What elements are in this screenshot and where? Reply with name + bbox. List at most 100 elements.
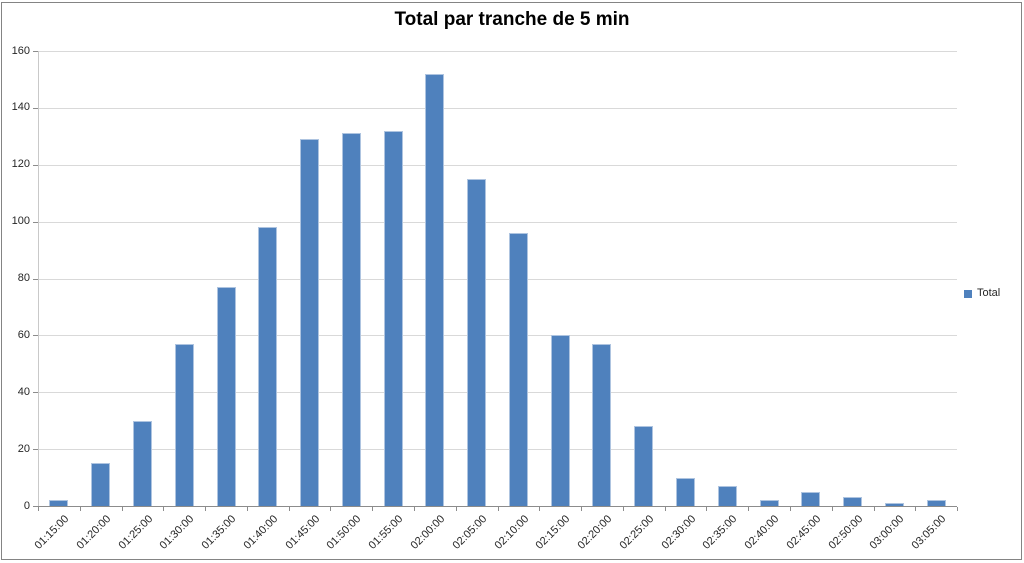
bar [676,478,695,506]
bar [508,233,528,506]
gridline [38,51,957,52]
x-axis-line [38,506,957,507]
x-axis-tick [38,507,39,511]
bar [467,179,487,506]
x-axis-label: 02:00:00 [408,513,448,552]
bar [759,500,779,506]
gridline [38,392,957,394]
x-axis-tick [455,507,457,511]
y-axis-label: 80 [17,272,30,284]
bar [634,426,654,506]
bar [717,486,737,506]
x-axis-tick [748,507,750,511]
chart-title: Total par tranche de 5 min [394,9,630,30]
x-axis-label: 01:45:00 [283,513,322,552]
x-axis-label: 03:05:00 [909,513,949,552]
x-axis-tick [664,507,666,511]
x-axis-tick [915,507,917,511]
x-axis-label: 03:00:00 [868,513,907,552]
x-axis-label: 01:55:00 [366,513,406,552]
bar [884,503,904,506]
y-axis-tick [33,278,38,280]
bar [550,335,570,506]
x-axis-tick [121,507,123,511]
bar [174,344,194,506]
x-axis-tick [414,507,415,511]
x-axis-tick [706,507,708,511]
x-axis-label: 02:15:00 [533,513,573,552]
x-axis-tick [330,507,332,511]
x-axis-tick [288,507,290,511]
gridline [38,449,957,451]
x-axis-tick [497,507,499,511]
bar [91,463,111,506]
bar [425,74,445,506]
y-axis-tick [33,51,38,52]
x-axis-label: 01:40:00 [241,513,281,552]
y-axis-tick [33,506,38,507]
x-axis-tick [539,507,541,511]
x-axis-label: 02:20:00 [575,513,615,552]
y-axis-tick [33,449,38,451]
x-axis-label: 02:45:00 [784,513,824,552]
x-axis-label: 02:05:00 [450,513,490,552]
y-axis-label: 0 [23,499,30,512]
bar [132,421,152,506]
bar [843,497,863,506]
bar [592,344,612,506]
x-axis-tick [622,507,624,511]
gridline [38,335,957,337]
x-axis-label: 01:50:00 [325,513,364,552]
y-axis-line [38,51,39,506]
bar [926,500,946,506]
x-axis-label: 01:25:00 [116,513,155,552]
x-axis-tick [831,507,833,511]
gridline [38,164,957,166]
x-axis-label: 01:20:00 [74,513,114,552]
legend: Total [964,288,1000,299]
x-axis-tick [372,507,374,511]
gridline [38,107,957,109]
bar [49,500,69,506]
x-axis-tick [873,507,875,511]
gridline [38,278,957,280]
gridline [38,221,957,223]
y-axis-tick [33,164,38,166]
x-axis-label: 02:40:00 [742,513,782,552]
y-axis-label: 140 [11,101,30,114]
x-axis-tick [79,507,81,511]
bar [383,131,403,506]
x-axis-label: 02:35:00 [700,513,740,552]
x-axis-tick [205,507,207,511]
legend-swatch-icon [964,289,972,298]
x-axis-tick [957,507,958,511]
x-axis-label: 01:15:00 [32,513,72,552]
y-axis-label: 60 [17,328,30,341]
x-axis-label: 01:30:00 [157,513,197,552]
x-axis-label: 02:25:00 [617,513,657,552]
y-axis-tick [33,392,38,394]
bar [300,139,319,506]
x-axis-tick [163,507,165,511]
x-axis-label: 02:10:00 [492,513,531,552]
x-axis-label: 02:50:00 [826,513,866,552]
y-axis-label: 160 [11,44,30,57]
y-axis-label: 40 [17,385,30,398]
x-axis-label: 02:30:00 [659,513,698,552]
y-axis-label: 120 [11,158,30,171]
x-axis-tick [246,507,248,511]
bar [801,492,821,506]
y-axis-tick [33,335,38,337]
legend-label: Total [977,287,1001,299]
bar [341,133,361,506]
y-axis-label: 100 [11,215,30,228]
y-axis-tick [33,221,38,223]
bar [258,227,278,506]
x-axis-tick [789,507,791,511]
y-axis-label: 20 [17,442,30,455]
bar [216,287,236,506]
x-axis-label: 01:35:00 [199,513,239,552]
x-axis-tick [581,507,582,511]
y-axis-tick [33,107,38,109]
